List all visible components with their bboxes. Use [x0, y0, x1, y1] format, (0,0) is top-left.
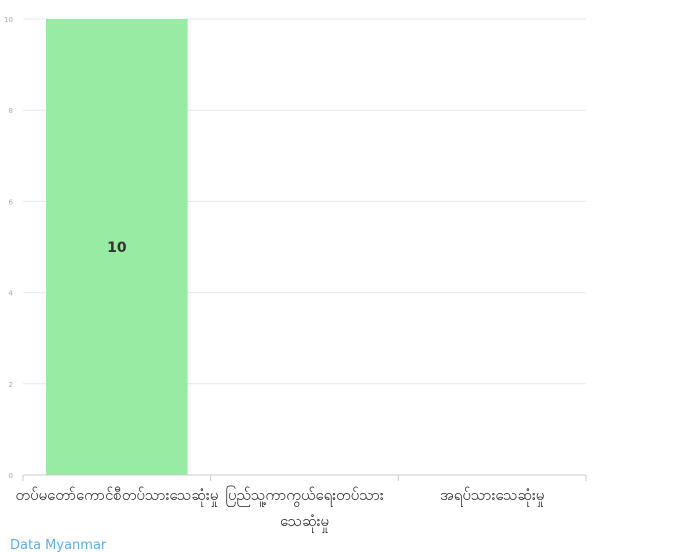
y-tick-label: 4: [9, 290, 14, 298]
x-category-label: အရပ်သားသေဆုံးမှု: [440, 486, 544, 507]
y-tick-label: 0: [9, 472, 13, 480]
y-tick-label: 8: [9, 107, 13, 115]
x-category-label: တပ်မတော်ကောင်စီတပ်သားသေဆုံးမှု: [15, 486, 218, 507]
y-tick-label: 2: [9, 381, 13, 389]
y-tick-label: 6: [9, 198, 14, 206]
y-axis-ticks: 0 2 4 6 8 10: [4, 16, 13, 480]
x-axis: တပ်မတော်ကောင်စီတပ်သားသေဆုံးမှု ပြည်သူ့ကာက…: [15, 474, 587, 533]
source-link[interactable]: Data Myanmar: [10, 538, 107, 553]
bar[interactable]: [46, 19, 188, 475]
y-tick-label: 10: [4, 16, 13, 24]
x-category-label: ပြည်သူ့ကာကွယ်ရေးတပ်သားသေဆုံးမှု: [225, 485, 384, 533]
bar-data-label: 10: [107, 240, 127, 256]
bars: 10: [46, 19, 188, 475]
